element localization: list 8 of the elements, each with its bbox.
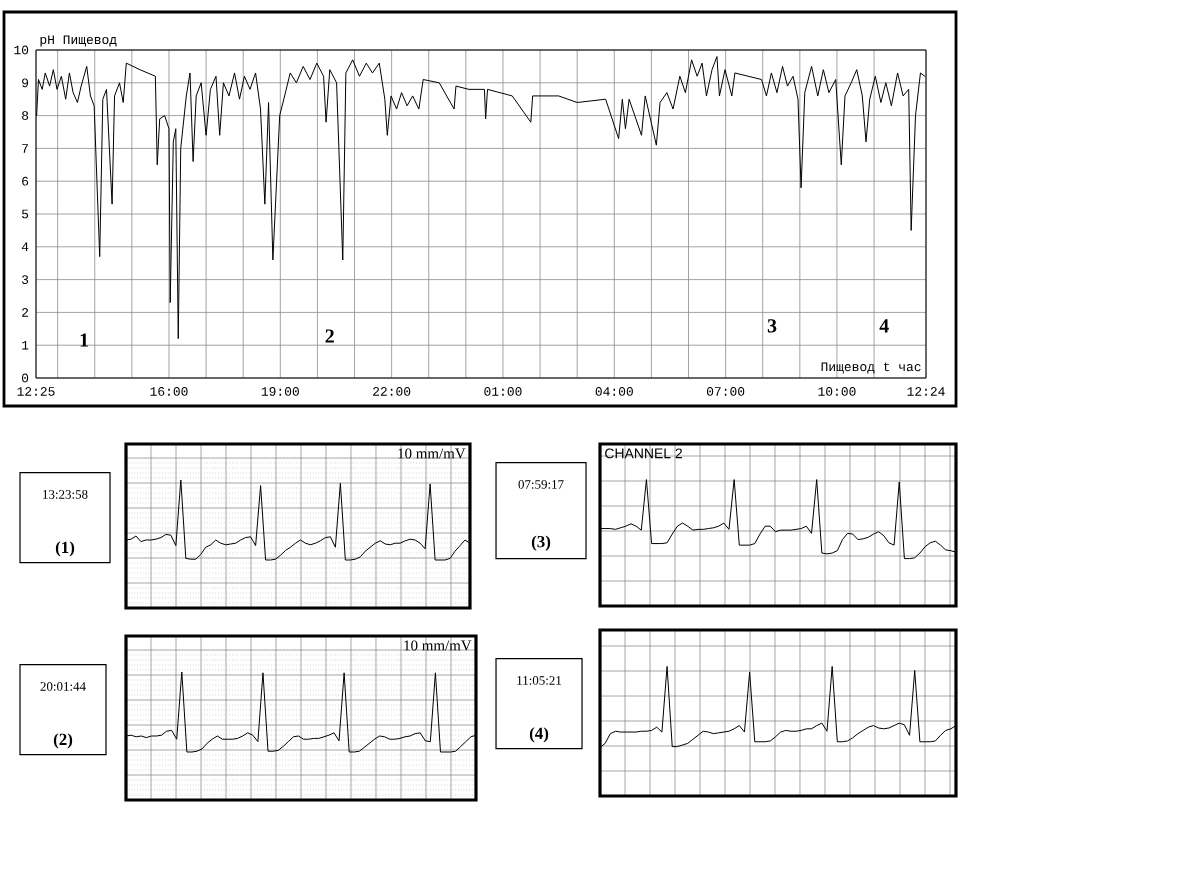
annotation: 4 xyxy=(879,319,889,333)
annotation: 1 xyxy=(80,333,89,347)
text: (1) xyxy=(55,541,75,557)
annotation: 2 xyxy=(325,329,334,343)
text: (4) xyxy=(529,727,549,743)
text: (2) xyxy=(53,733,73,749)
text: (3) xyxy=(531,535,551,551)
annotation: 3 xyxy=(767,319,777,333)
